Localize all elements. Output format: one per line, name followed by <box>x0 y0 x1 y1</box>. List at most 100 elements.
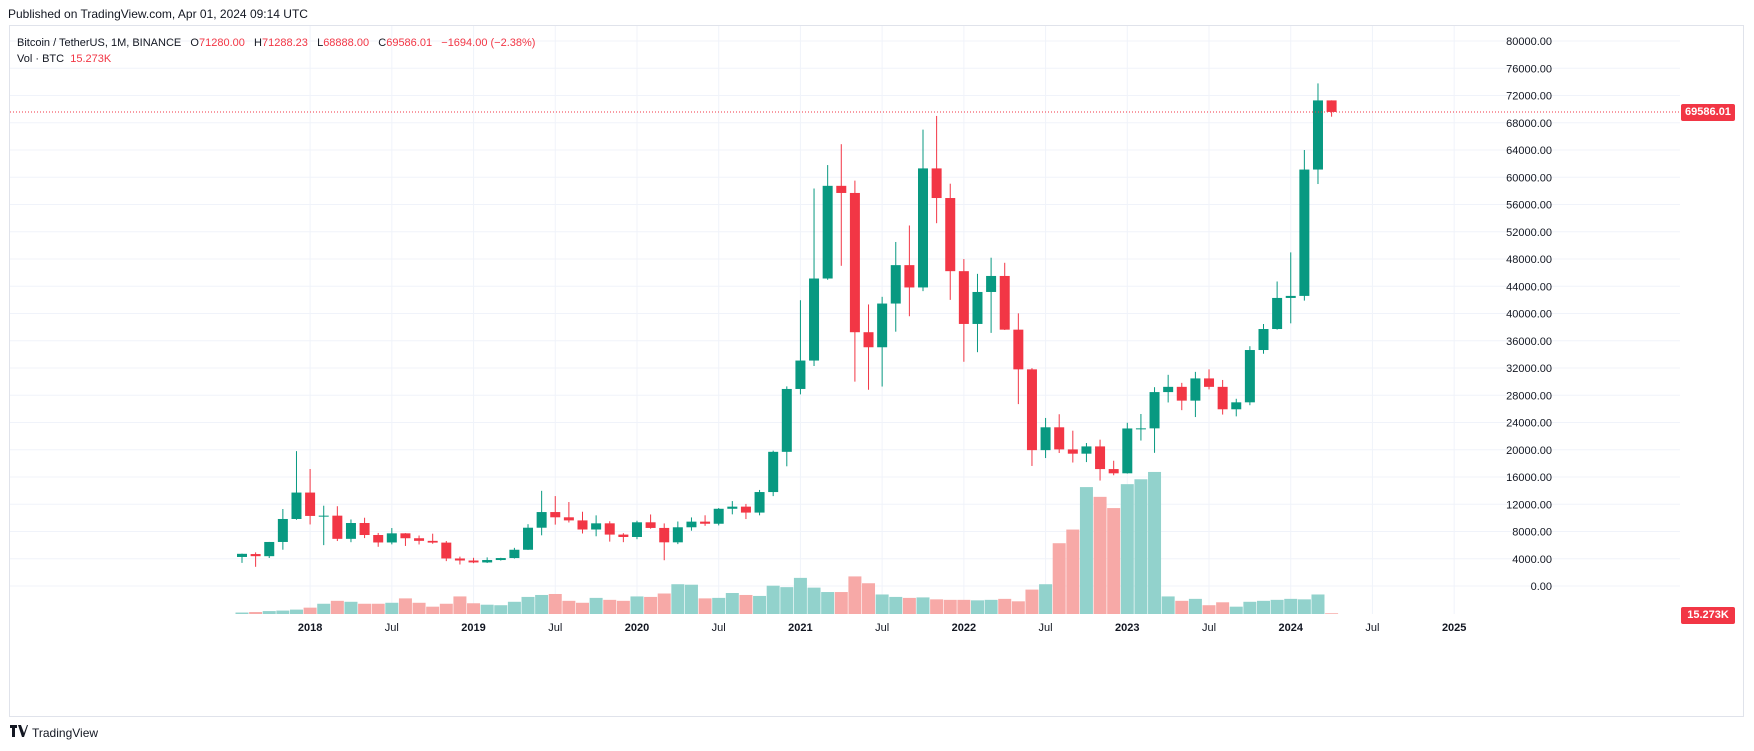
last-volume-tag: 15.273K <box>1681 607 1735 624</box>
candle-body <box>727 506 738 509</box>
candle-body <box>945 198 956 272</box>
volume-bar <box>1161 596 1175 614</box>
footer: TradingView <box>10 725 98 740</box>
volume-value: 15.273K <box>70 53 112 65</box>
candle-body <box>890 265 901 304</box>
volume-bar <box>1243 601 1257 614</box>
candle-body <box>1326 100 1337 112</box>
volume-bar <box>1052 543 1066 614</box>
x-tick-label: Jul <box>875 622 889 634</box>
volume-bar <box>235 612 249 614</box>
volume-bar <box>1011 601 1025 614</box>
volume-bar <box>616 600 630 614</box>
low-label: L <box>317 37 324 49</box>
candle-body <box>1190 378 1201 401</box>
candle-body <box>1176 386 1187 401</box>
volume-bar <box>385 602 399 614</box>
volume-bar <box>548 593 562 614</box>
volume-bar <box>644 596 658 614</box>
candle-body <box>441 542 452 559</box>
candle-body <box>482 560 493 563</box>
candle-body <box>509 549 520 559</box>
symbol-label[interactable]: Bitcoin / TetherUS, 1M, BINANCE <box>17 37 182 49</box>
volume-bar <box>657 593 671 614</box>
volume-bar <box>576 602 589 614</box>
candle-body <box>237 553 247 557</box>
volume-bar <box>862 583 876 614</box>
x-tick-label: 2023 <box>1115 622 1139 634</box>
volume-bar <box>1134 479 1148 614</box>
candle-body <box>1040 427 1051 451</box>
volume-bar <box>821 592 835 614</box>
volume-bar <box>276 610 290 614</box>
y-tick-label: 4000.00 <box>1512 554 1552 566</box>
candle-body <box>1312 100 1323 170</box>
volume-bar <box>916 597 930 614</box>
volume-bar <box>1120 484 1134 614</box>
y-tick-label: 16000.00 <box>1506 472 1552 484</box>
volume-bar <box>317 603 331 614</box>
volume-bar <box>507 601 521 614</box>
volume-bar <box>398 598 412 614</box>
volume-bar <box>875 594 889 614</box>
volume-bar <box>1039 584 1053 614</box>
volume-bar <box>1311 594 1325 614</box>
candle-body <box>386 533 397 543</box>
x-tick-label: 2024 <box>1278 622 1303 634</box>
candle-body <box>1067 449 1078 454</box>
volume-row: Vol · BTC 15.273K <box>17 51 535 67</box>
close-value: 69586.01 <box>386 37 433 49</box>
volume-bar <box>344 601 358 614</box>
candle-body <box>1013 329 1024 370</box>
volume-bar <box>848 576 862 614</box>
candle-body <box>836 185 847 193</box>
y-tick-label: 40000.00 <box>1506 309 1552 321</box>
y-tick-label: 8000.00 <box>1512 527 1552 539</box>
volume-bar <box>289 609 303 614</box>
candle-body <box>454 558 465 561</box>
volume-bar <box>1188 598 1202 614</box>
candle-body <box>373 535 384 543</box>
footer-brand[interactable]: TradingView <box>32 725 99 740</box>
volume-bar <box>358 603 372 614</box>
x-tick-label: Jul <box>712 622 726 634</box>
candle-body <box>1108 469 1119 474</box>
candle-body <box>291 492 302 519</box>
candle-body <box>849 192 860 333</box>
candle-body <box>318 515 329 517</box>
volume-bar <box>984 599 998 614</box>
volume-bar <box>780 587 794 614</box>
candle-body <box>713 508 724 524</box>
price-axis: 80000.00 76000.00 72000.00 68000.00 64000.00… <box>1506 36 1552 593</box>
candle-body <box>604 523 615 535</box>
y-tick-label: 64000.00 <box>1506 145 1552 157</box>
candle-body <box>1299 169 1310 296</box>
volume-bar <box>1148 471 1162 614</box>
tradingview-logo-icon[interactable] <box>10 725 28 740</box>
candle-body <box>1026 369 1037 451</box>
candle-body <box>414 538 425 541</box>
volume-bars <box>235 471 1339 614</box>
candle-body <box>659 527 670 543</box>
volume-bar <box>494 605 508 614</box>
candle-body <box>1135 428 1146 430</box>
published-header: Published on TradingView.com, Apr 01, 20… <box>8 7 308 21</box>
volume-bar <box>943 599 957 614</box>
candle-body <box>972 291 983 324</box>
candle-body <box>645 522 656 528</box>
candle-body <box>686 521 697 528</box>
y-tick-label: 44000.00 <box>1506 281 1552 293</box>
volume-bar <box>1175 600 1189 614</box>
volume-bar <box>412 602 426 614</box>
candle-body <box>809 278 820 361</box>
candle-body <box>740 506 751 513</box>
candle-body <box>1258 329 1269 351</box>
candle-body <box>400 533 411 539</box>
volume-bar <box>793 577 807 614</box>
volume-bar <box>1257 600 1270 614</box>
volume-bar <box>453 596 467 614</box>
x-tick-label: Jul <box>1039 622 1053 634</box>
candle-body <box>931 168 942 199</box>
volume-label[interactable]: Vol · BTC <box>17 53 65 65</box>
